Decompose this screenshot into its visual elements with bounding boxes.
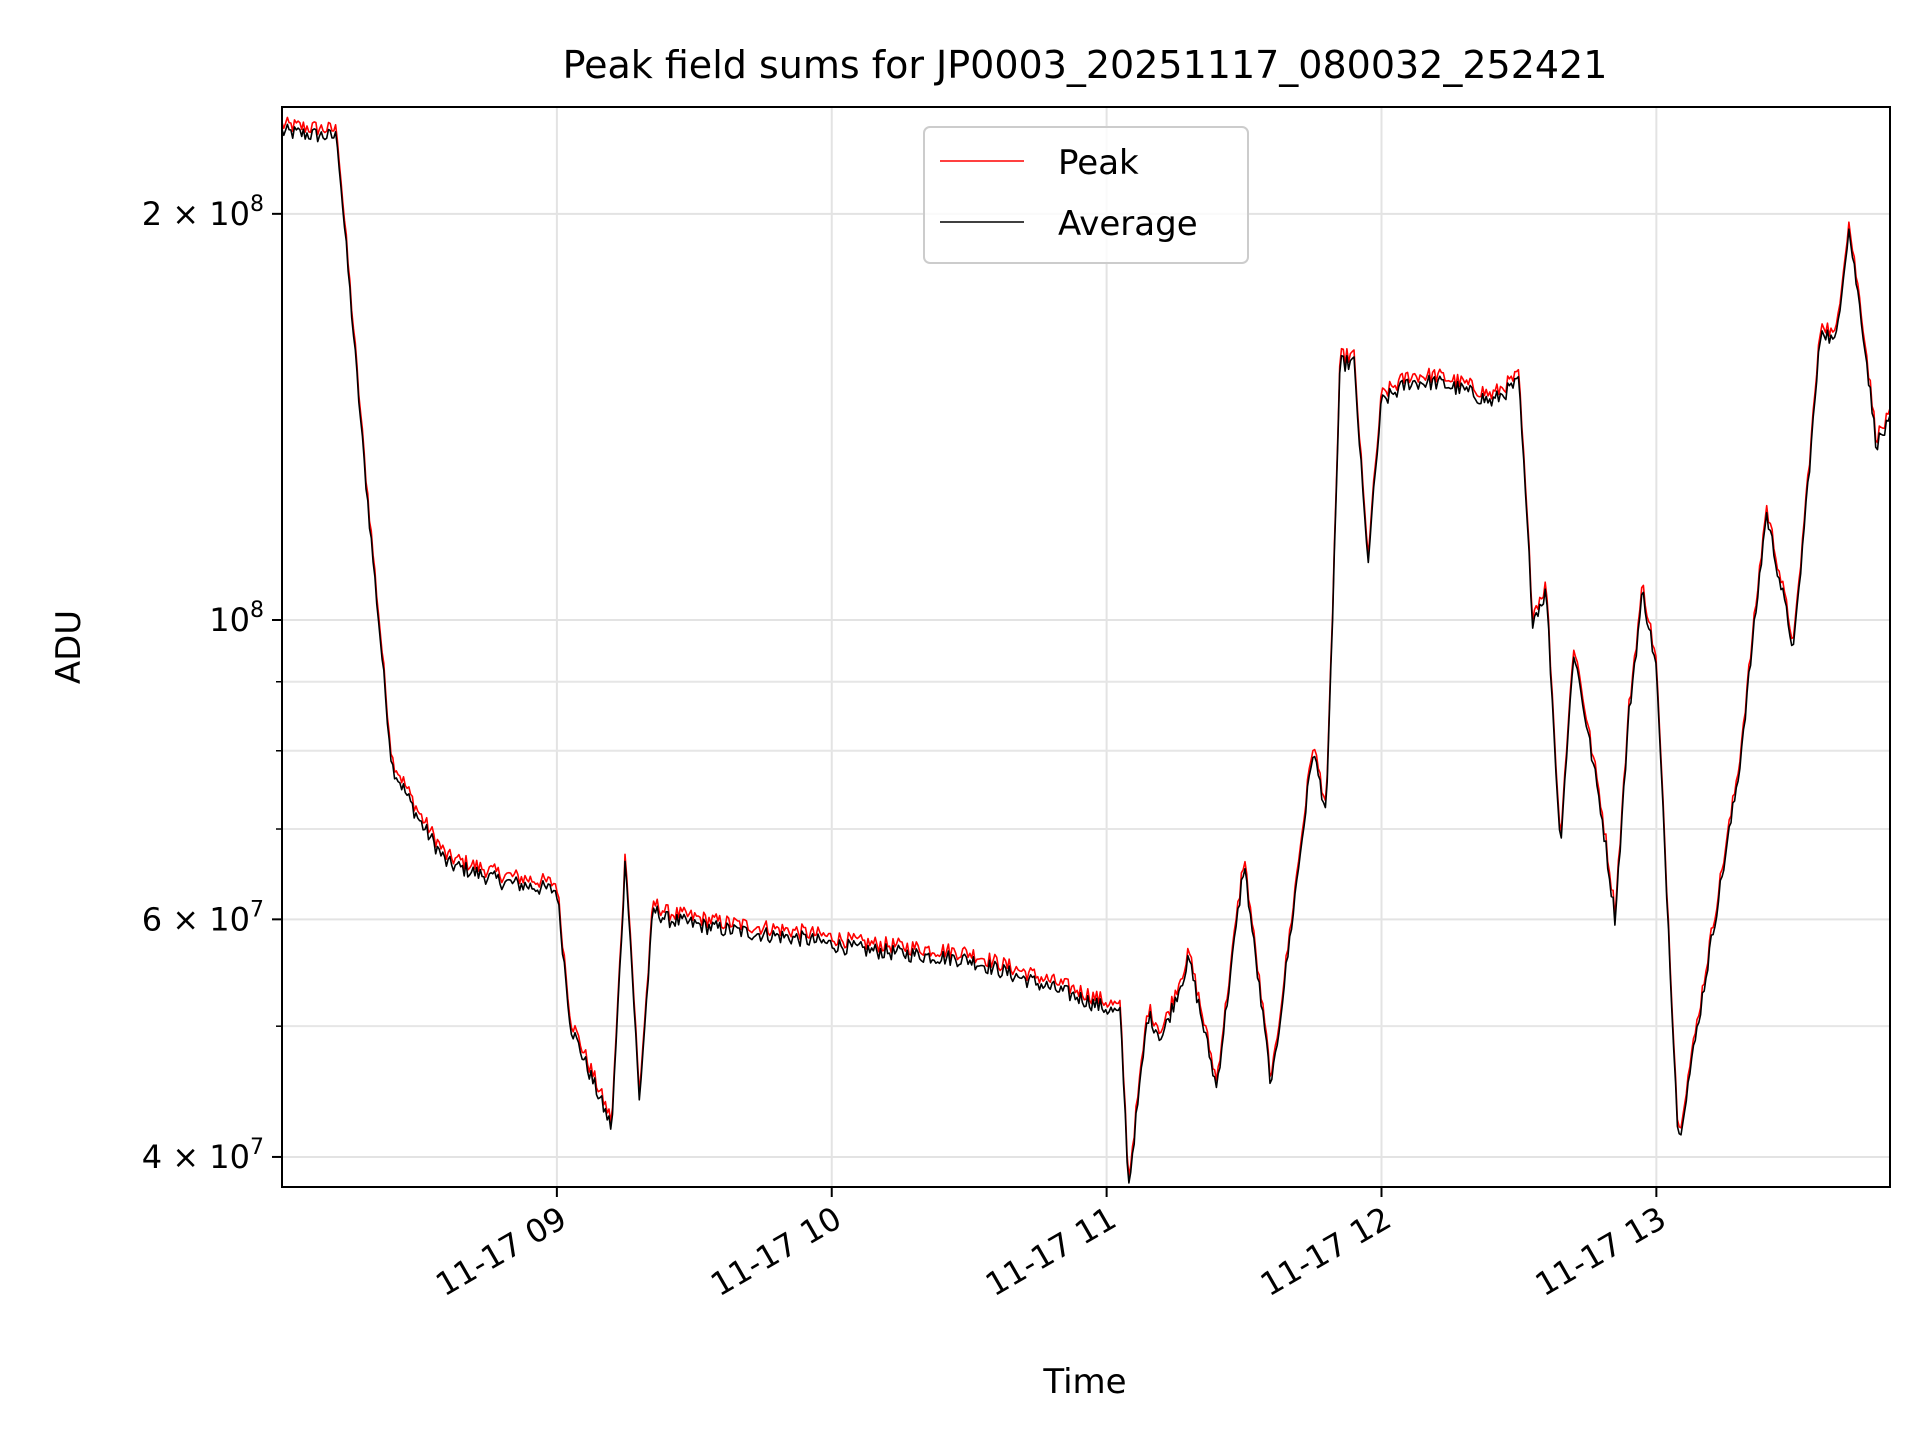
series-layer <box>281 116 1891 1184</box>
legend-average-label: Average <box>1058 204 1198 244</box>
y-tick-label: 4 × 107 <box>142 1135 264 1176</box>
y-tick-label: 2 × 108 <box>142 192 264 233</box>
y-tick-exponent: 8 <box>250 192 264 217</box>
x-axis-label: Time <box>1042 1362 1126 1402</box>
y-tick-mantissa: 6 <box>142 900 162 938</box>
y-tick-exponent: 8 <box>250 598 264 623</box>
y-tick-label: 6 × 107 <box>142 897 264 938</box>
y-tick-mantissa: 2 <box>142 195 162 233</box>
y-tick-exponent: 7 <box>250 1135 264 1160</box>
y-tick-exponent: 7 <box>250 897 264 922</box>
y-axis-label: ADU <box>49 610 89 684</box>
y-tick-mantissa: 4 <box>142 1138 162 1176</box>
y-tick-label: 108 <box>209 598 264 639</box>
legend: Peak Average <box>923 126 1249 264</box>
plot-area-frame <box>281 106 1891 1188</box>
chart-title: Peak field sums for JP0003_20251117_0800… <box>563 43 1608 87</box>
series-line-average <box>281 123 1891 1184</box>
legend-peak-label: Peak <box>1058 143 1139 183</box>
axis-ticks <box>272 212 1658 1197</box>
